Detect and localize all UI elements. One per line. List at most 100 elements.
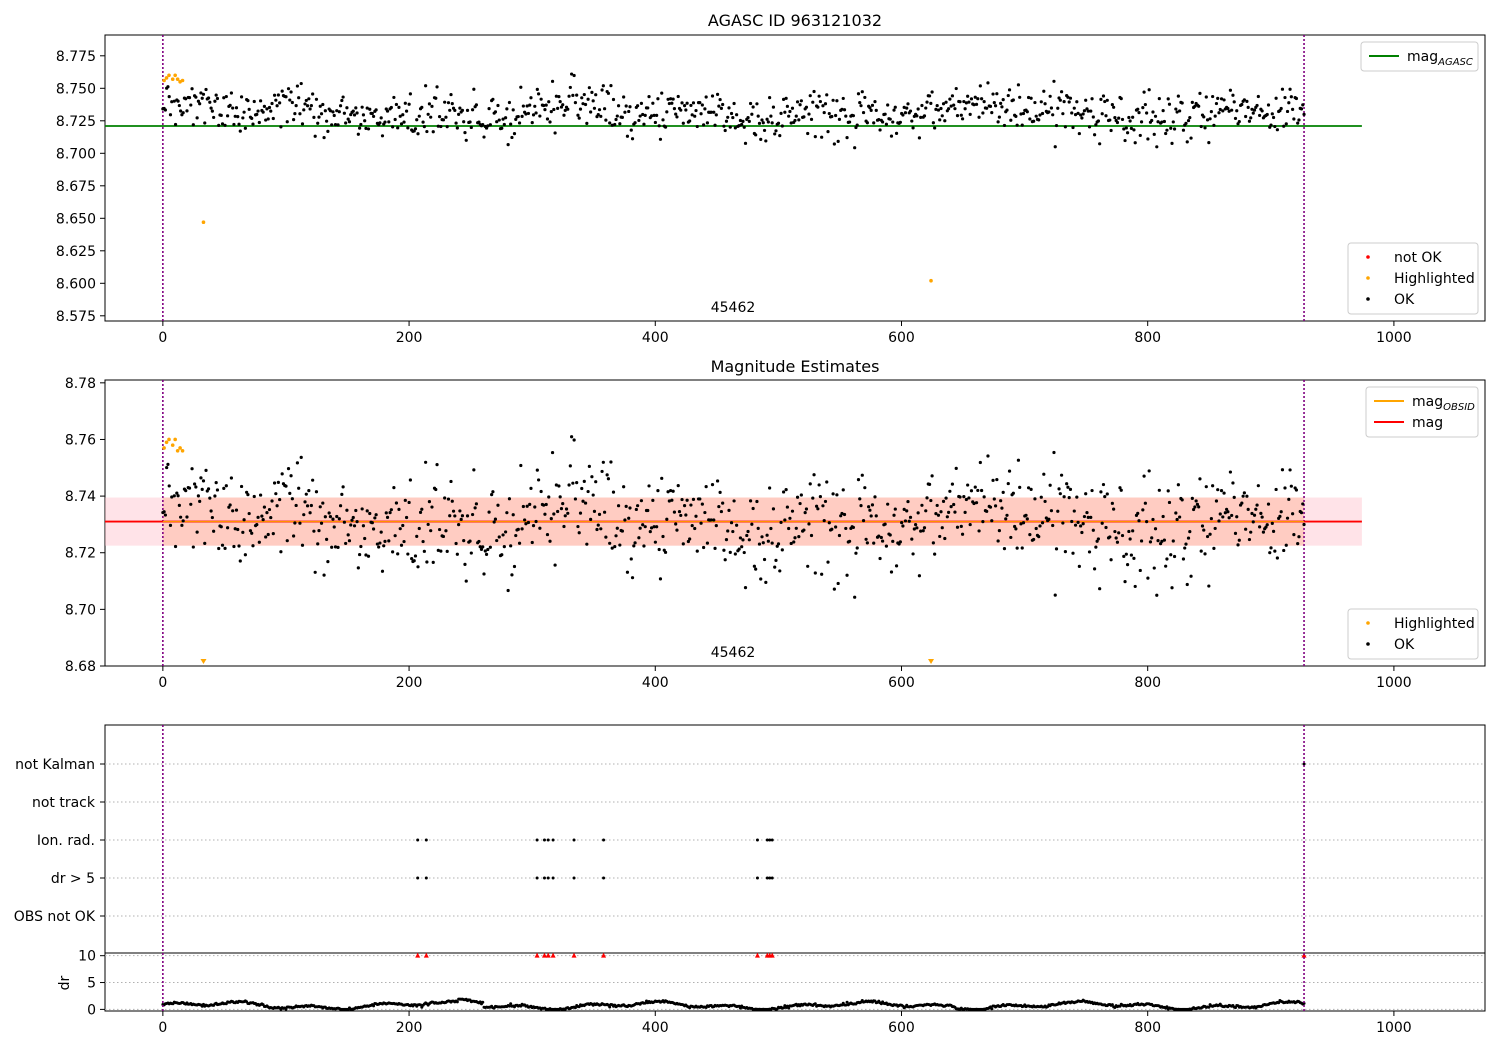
ok-point xyxy=(338,104,343,108)
ok-point xyxy=(594,480,598,484)
ok-point xyxy=(1230,513,1234,518)
ok-point xyxy=(776,121,781,125)
ok-point xyxy=(783,518,787,522)
highlighted-point xyxy=(170,77,175,81)
ok-point xyxy=(441,118,445,122)
ok-point xyxy=(517,541,522,545)
ok-point xyxy=(1185,582,1189,587)
ok-point xyxy=(559,507,564,511)
ok-point xyxy=(1117,116,1121,120)
legend-box xyxy=(1347,608,1479,660)
ok-point xyxy=(571,93,575,97)
ok-point xyxy=(1025,517,1029,521)
ok-point xyxy=(295,461,300,465)
ok-point xyxy=(1124,552,1128,556)
ok-point xyxy=(436,548,440,552)
ok-point xyxy=(795,495,800,499)
ok-point xyxy=(1011,98,1015,102)
ok-point xyxy=(316,121,320,125)
ok-point xyxy=(208,496,212,500)
ok-point xyxy=(648,530,652,534)
ok-point xyxy=(1018,485,1022,490)
ok-point xyxy=(647,95,651,99)
ok-point xyxy=(601,84,605,88)
ok-point xyxy=(808,482,812,486)
ok-point xyxy=(789,121,793,125)
ok-point xyxy=(509,122,513,126)
ok-point xyxy=(978,84,982,88)
ok-point xyxy=(1269,546,1273,550)
ok-point xyxy=(877,118,881,122)
ok-point xyxy=(510,135,514,140)
ok-point xyxy=(264,118,268,122)
ok-point xyxy=(445,125,449,129)
ok-point xyxy=(1082,109,1087,113)
ok-point xyxy=(172,494,176,498)
ok-point xyxy=(1221,515,1225,519)
ok-point xyxy=(1192,507,1196,512)
ok-point xyxy=(354,106,358,110)
ok-point xyxy=(1032,537,1036,542)
ok-point xyxy=(355,520,359,524)
ok-point xyxy=(1190,100,1194,104)
ok-point xyxy=(165,465,169,470)
ok-point xyxy=(703,510,707,515)
ok-point xyxy=(341,95,345,99)
ok-point xyxy=(1110,103,1114,107)
y-tick-label: 8.775 xyxy=(56,49,96,65)
legend-marker-swatch xyxy=(1366,621,1370,625)
ok-point xyxy=(450,102,454,106)
ok-point xyxy=(735,523,739,527)
ok-point xyxy=(550,79,555,83)
ok-point xyxy=(583,501,588,505)
ok-point xyxy=(1288,87,1292,91)
ok-point xyxy=(886,103,890,107)
ok-point xyxy=(1024,513,1028,517)
ok-point xyxy=(917,574,922,578)
ok-point xyxy=(1223,511,1227,515)
ok-point xyxy=(1246,105,1250,109)
ok-point xyxy=(536,92,541,96)
ok-point xyxy=(754,567,758,571)
ok-point xyxy=(286,87,291,91)
ok-point xyxy=(1193,104,1197,108)
ok-point xyxy=(822,519,826,523)
dr-point xyxy=(844,1003,848,1007)
flag-point xyxy=(768,876,772,880)
ok-point xyxy=(463,131,467,135)
highlighted-point xyxy=(929,278,933,283)
ok-point xyxy=(889,570,894,574)
ok-point xyxy=(688,537,692,541)
ok-point xyxy=(665,517,669,521)
flag-point xyxy=(551,838,555,842)
ok-point xyxy=(431,560,435,564)
ok-point xyxy=(298,112,302,116)
ok-point xyxy=(1124,126,1128,130)
ok-point xyxy=(757,542,762,546)
ok-point xyxy=(1007,469,1012,473)
ok-point xyxy=(861,519,866,523)
ok-point xyxy=(389,105,393,110)
ok-point xyxy=(947,510,951,514)
ok-point xyxy=(387,120,391,124)
ok-point xyxy=(1021,521,1026,525)
ok-point xyxy=(1006,93,1010,98)
ok-point xyxy=(724,538,729,542)
dr-point xyxy=(481,1000,485,1004)
ok-point xyxy=(270,499,274,503)
ok-point xyxy=(528,103,532,107)
ok-point xyxy=(385,109,390,113)
ok-point xyxy=(232,122,236,127)
ok-point xyxy=(688,119,692,123)
dr-axis-label: dr xyxy=(57,975,73,990)
ok-point xyxy=(366,554,371,558)
ok-point xyxy=(300,122,305,126)
ok-point xyxy=(860,473,864,477)
ok-point xyxy=(1131,529,1135,533)
ok-point xyxy=(225,526,230,530)
ok-point xyxy=(1204,95,1208,99)
ok-point xyxy=(677,510,682,514)
ok-point xyxy=(274,492,278,496)
ok-point xyxy=(981,111,985,115)
ok-point xyxy=(676,94,680,99)
